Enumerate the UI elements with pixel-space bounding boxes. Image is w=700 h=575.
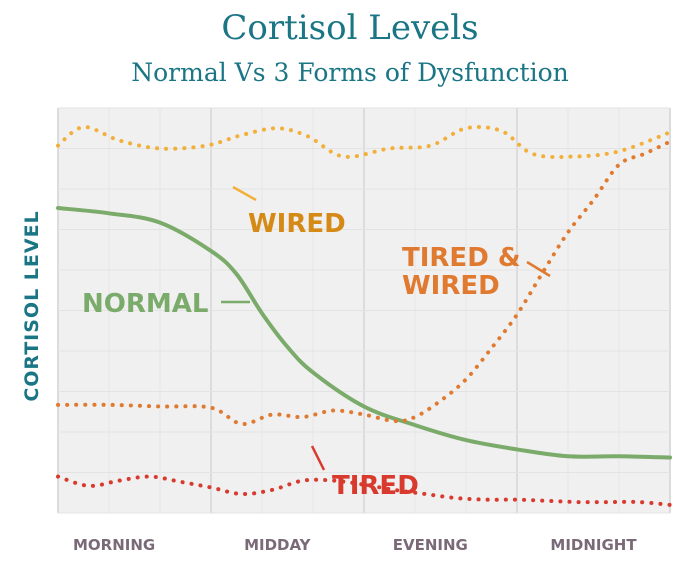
x-tick-label-evening: EVENING: [393, 536, 468, 554]
chart-title: Cortisol Levels: [221, 8, 479, 48]
series-group: [56, 124, 672, 507]
tired-leader-line: [310, 445, 326, 471]
tired-label: TIRED: [332, 471, 419, 501]
tired-wired-leader-line: [526, 260, 551, 278]
x-tick-label-morning: MORNING: [73, 536, 155, 554]
normal-label: NORMAL: [82, 289, 208, 319]
tired-wired-label-line2: WIRED: [402, 271, 500, 301]
series-line-wired: [56, 124, 672, 160]
wired-label: WIRED: [248, 209, 346, 239]
series-line-tired: [56, 474, 672, 507]
chart-subtitle: Normal Vs 3 Forms of Dysfunction: [131, 58, 569, 87]
wired-leader-line: [232, 185, 257, 202]
x-tick-label-midday: MIDDAY: [244, 536, 312, 554]
series-line-tired-wired: [56, 139, 672, 426]
x-tick-labels: MORNING MIDDAY EVENING MIDNIGHT: [73, 536, 637, 554]
y-axis-label: CORTISOL LEVEL: [21, 210, 43, 401]
x-tick-label-midnight: MIDNIGHT: [550, 536, 637, 554]
tired-wired-label-line1: TIRED &: [402, 243, 521, 273]
series-line-normal: [56, 206, 672, 460]
